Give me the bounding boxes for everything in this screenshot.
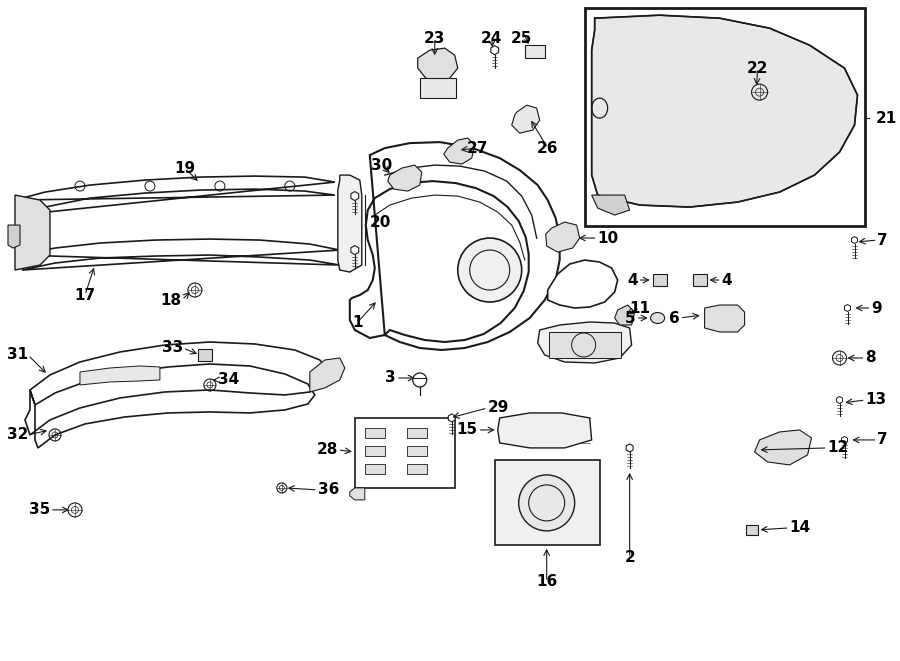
Polygon shape — [591, 15, 858, 207]
Polygon shape — [20, 239, 340, 270]
Text: 29: 29 — [488, 401, 509, 416]
Text: 32: 32 — [6, 428, 28, 442]
Bar — [585, 8, 865, 226]
Text: 17: 17 — [75, 288, 95, 303]
Bar — [198, 349, 212, 361]
Text: 35: 35 — [29, 502, 50, 518]
Polygon shape — [512, 105, 540, 133]
Text: 25: 25 — [511, 30, 533, 46]
Text: 7: 7 — [878, 233, 888, 248]
Text: 36: 36 — [318, 483, 339, 498]
Text: 7: 7 — [878, 432, 888, 447]
Text: 33: 33 — [162, 340, 183, 356]
Bar — [652, 274, 667, 286]
Circle shape — [458, 238, 522, 302]
Polygon shape — [545, 222, 580, 252]
Text: 30: 30 — [371, 157, 392, 173]
Polygon shape — [525, 45, 544, 58]
Ellipse shape — [651, 313, 664, 323]
Text: 13: 13 — [866, 393, 886, 407]
Bar — [407, 446, 427, 456]
Bar — [364, 428, 385, 438]
Polygon shape — [8, 225, 20, 248]
Text: 9: 9 — [871, 301, 882, 315]
Polygon shape — [851, 237, 858, 243]
Text: 28: 28 — [317, 442, 338, 457]
Text: 20: 20 — [370, 215, 392, 229]
Polygon shape — [418, 48, 458, 82]
Polygon shape — [548, 260, 617, 308]
Bar — [495, 460, 599, 545]
Polygon shape — [310, 358, 345, 392]
Bar — [745, 525, 758, 535]
Text: 11: 11 — [629, 301, 650, 315]
Bar — [407, 464, 427, 474]
Circle shape — [518, 475, 575, 531]
Text: 14: 14 — [789, 520, 811, 535]
Polygon shape — [25, 342, 329, 448]
Polygon shape — [491, 46, 499, 55]
Text: 10: 10 — [598, 231, 619, 245]
Text: 12: 12 — [827, 440, 849, 455]
Text: 19: 19 — [175, 161, 195, 176]
Polygon shape — [80, 366, 160, 385]
Bar — [364, 446, 385, 456]
Text: 21: 21 — [876, 110, 896, 126]
Bar — [407, 428, 427, 438]
Text: 1: 1 — [353, 315, 363, 329]
Text: 18: 18 — [161, 293, 182, 307]
Bar — [364, 464, 385, 474]
Bar — [693, 274, 706, 286]
Text: 16: 16 — [536, 574, 557, 590]
Text: 2: 2 — [625, 551, 635, 565]
Polygon shape — [754, 430, 812, 465]
Polygon shape — [444, 138, 474, 164]
Text: 26: 26 — [537, 141, 558, 155]
Polygon shape — [591, 195, 630, 215]
Bar — [549, 332, 621, 358]
Polygon shape — [351, 192, 359, 200]
Polygon shape — [615, 305, 634, 325]
Text: 5: 5 — [625, 311, 635, 325]
Polygon shape — [419, 78, 455, 98]
Polygon shape — [15, 195, 50, 270]
Polygon shape — [626, 444, 633, 452]
Text: 34: 34 — [218, 372, 239, 387]
Text: 3: 3 — [385, 370, 396, 385]
Polygon shape — [338, 175, 362, 272]
Text: 8: 8 — [866, 350, 876, 366]
Polygon shape — [844, 305, 850, 311]
Polygon shape — [448, 414, 455, 422]
Text: 6: 6 — [669, 311, 680, 325]
Text: 4: 4 — [722, 272, 733, 288]
Text: 24: 24 — [481, 30, 502, 46]
Text: 31: 31 — [7, 348, 28, 362]
Text: 23: 23 — [424, 30, 446, 46]
Text: 22: 22 — [747, 61, 769, 75]
Polygon shape — [350, 142, 560, 350]
Polygon shape — [498, 413, 591, 448]
Polygon shape — [705, 305, 744, 332]
Polygon shape — [537, 322, 632, 363]
Text: 4: 4 — [627, 272, 637, 288]
Polygon shape — [350, 488, 365, 500]
Polygon shape — [836, 397, 842, 403]
Polygon shape — [842, 436, 848, 444]
Polygon shape — [15, 176, 335, 215]
Text: 15: 15 — [456, 422, 478, 438]
Text: 27: 27 — [467, 141, 489, 155]
Polygon shape — [351, 245, 359, 254]
Bar — [355, 418, 454, 488]
Polygon shape — [388, 165, 422, 191]
